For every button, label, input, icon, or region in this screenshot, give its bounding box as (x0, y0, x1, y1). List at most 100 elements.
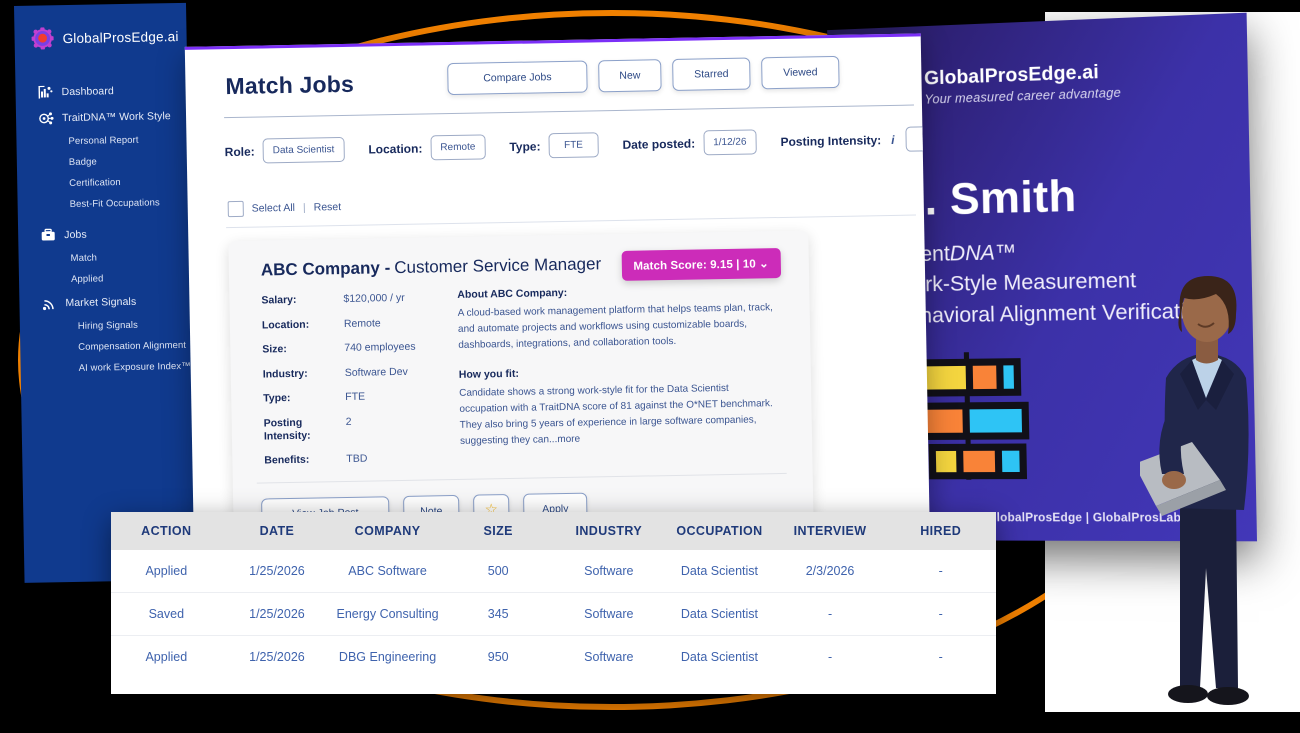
reset-link[interactable]: Reset (313, 201, 342, 214)
fact-industry: Industry: Software Dev (262, 365, 408, 381)
chevron-down-icon: ⌄ (759, 258, 769, 271)
select-all-checkbox[interactable] (227, 200, 244, 218)
job-title: ABC Company - Customer Service Manager (261, 254, 602, 280)
cell-industry: Software (553, 550, 665, 593)
column-header-company[interactable]: COMPANY (332, 512, 443, 550)
job-facts-list: Salary: $120,000 / yr Location: Remote Siz… (261, 291, 439, 479)
sidebar: GlobalProsEdge.ai Dashboard (14, 2, 197, 583)
job-company-name: ABC Company - (260, 258, 391, 280)
cell-interview: 2/3/2026 (774, 550, 886, 593)
column-header-size[interactable]: SIZE (442, 512, 554, 550)
filter-label-role: Role: (224, 144, 255, 159)
filter-label-location: Location: (368, 141, 423, 157)
fact-type: Type: FTE (263, 391, 366, 405)
match-score-label: Match Score: 9.15 | 10 (633, 258, 756, 273)
viewed-filter-button[interactable]: Viewed (761, 55, 840, 90)
sidebar-logo[interactable]: GlobalProsEdge.ai (31, 25, 179, 50)
filter-label-date-posted: Date posted: (622, 136, 696, 152)
new-filter-button[interactable]: New (598, 59, 662, 93)
signal-wave-icon (42, 300, 54, 311)
cell-company: ABC Software (332, 550, 443, 593)
column-header-date[interactable]: DATE (221, 512, 333, 550)
applications-table: ACTION DATE COMPANY SIZE INDUSTRY OCCUPA… (111, 512, 996, 678)
sidebar-item-market-signals[interactable]: Market Signals (19, 288, 191, 317)
info-italic-i-icon[interactable]: i (891, 132, 895, 147)
cell-occupation: Data Scientist (680, 650, 758, 664)
column-header-interview[interactable]: INTERVIEW (774, 512, 886, 550)
column-header-industry[interactable]: INDUSTRY (553, 512, 665, 550)
cell-occupation: Data Scientist (664, 592, 775, 636)
column-header-action[interactable]: ACTION (111, 512, 222, 550)
cell-interview: - (774, 592, 886, 636)
filter-value-location[interactable]: Remote (430, 134, 486, 161)
header-button-group: Compare Jobs New Starred Viewed (447, 55, 840, 96)
filter-bar: Role: Data Scientist Location: Remote Ty… (224, 125, 931, 164)
starred-filter-button[interactable]: Starred (672, 57, 751, 91)
fact-size: Size: 740 employees (262, 340, 416, 356)
cell-company: DBG Engineering (338, 650, 437, 664)
dna-node-icon (39, 112, 54, 125)
main-panel: Match Jobs Compare Jobs New Starred View… (184, 33, 931, 583)
cell-industry: Software (553, 592, 665, 636)
row-separator: | (302, 201, 306, 214)
businesswoman-photo (1140, 276, 1249, 705)
cell-hired: - (938, 650, 943, 664)
filter-value-date-posted[interactable]: 1/12/26 (702, 129, 757, 156)
sidebar-item-dashboard[interactable]: Dashboard (15, 77, 187, 106)
table-header-row: ACTION DATE COMPANY SIZE INDUSTRY OCCUPA… (111, 512, 996, 550)
cell-date: 1/25/2026 (221, 550, 333, 593)
compare-jobs-button[interactable]: Compare Jobs (447, 60, 588, 96)
table-row[interactable]: Saved 1/25/2026 Energy Consulting 345 So… (111, 592, 996, 636)
filter-label-type: Type: (509, 138, 541, 154)
sidebar-item-ai-work-exposure-index[interactable]: AI work Exposure Index™ (78, 360, 191, 374)
sidebar-item-label: TraitDNA™ Work Style (61, 110, 171, 125)
sidebar-item-jobs[interactable]: Jobs (18, 220, 190, 249)
fact-location: Location: Remote (261, 316, 381, 332)
table-body: Applied 1/25/2026 ABC Software 500 Softw… (111, 550, 996, 678)
cell-action: Applied (111, 550, 222, 593)
cell-action: Applied (145, 650, 188, 664)
app-window: GlobalProsEdge.ai Dashboard (14, 0, 931, 583)
about-company-body: A cloud-based work management platform t… (457, 302, 773, 352)
column-header-occupation[interactable]: OCCUPATION (664, 512, 775, 550)
table-row[interactable]: Applied 1/25/2026 DBG Engineering 950 So… (111, 636, 996, 679)
job-role-name: Customer Service Manager (394, 254, 602, 278)
job-description-column: About ABC Company: A cloud-based work ma… (457, 283, 780, 464)
cell-action: Saved (111, 592, 222, 636)
sidebar-item-traitdna-work-style[interactable]: TraitDNA™ Work Style (16, 103, 188, 132)
cell-size: 500 (442, 550, 554, 593)
cell-size: 950 (487, 650, 509, 664)
about-company-heading: About ABC Company: (457, 286, 568, 301)
cell-hired: - (885, 592, 996, 636)
page-title: Match Jobs (225, 70, 355, 100)
cell-company: Energy Consulting (332, 592, 443, 636)
cell-size: 345 (442, 592, 554, 636)
table-row[interactable]: Applied 1/25/2026 ABC Software 500 Softw… (111, 550, 996, 593)
sidebar-item-label: Market Signals (65, 295, 137, 310)
fact-salary: Salary: $120,000 / yr (261, 291, 405, 307)
sidebar-brand-label: GlobalProsEdge.ai (62, 28, 179, 46)
select-all-label[interactable]: Select All (251, 201, 296, 215)
sidebar-item-label: Dashboard (61, 85, 114, 99)
cell-date: 1/25/2026 (221, 592, 333, 636)
sidebar-nav: Dashboard TraitDNA™ Work Style (15, 77, 192, 380)
filter-value-type[interactable]: FTE (548, 132, 599, 159)
applications-table-card: ACTION DATE COMPANY SIZE INDUSTRY OCCUPA… (111, 512, 996, 694)
cell-occupation: Data Scientist (664, 550, 775, 593)
fact-benefits: Benefits: TBD (264, 452, 368, 467)
select-all-divider (226, 214, 916, 229)
dashboard-chart-icon (38, 85, 53, 99)
cell-interview: - (827, 650, 833, 664)
cell-hired: - (885, 550, 996, 593)
briefcase-icon (41, 228, 55, 241)
column-header-hired[interactable]: HIRED (885, 512, 996, 550)
job-result-card[interactable]: ABC Company - Customer Service Manager Ma… (228, 230, 814, 554)
fact-posting-intensity: Posting Intensity: 2 (263, 415, 352, 443)
how-you-fit-body: Candidate shows a strong work-style fit … (459, 382, 773, 448)
match-score-badge[interactable]: Match Score: 9.15 | 10 ⌄ (621, 247, 782, 281)
header-divider (224, 104, 914, 119)
filter-value-role[interactable]: Data Scientist (262, 136, 345, 164)
sidebar-item-label: Jobs (64, 228, 87, 242)
how-you-fit-heading: How you fit: (458, 367, 520, 381)
gear-flower-logo-icon (31, 27, 54, 50)
